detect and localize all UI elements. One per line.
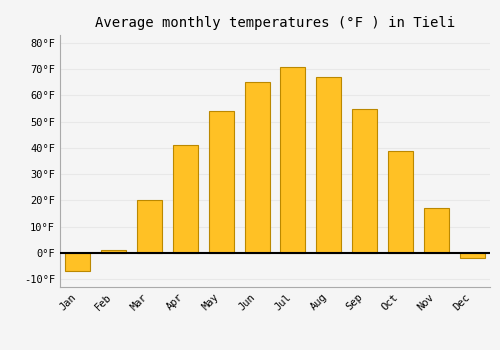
Bar: [208, 111, 234, 253]
Bar: [460, 253, 484, 258]
Bar: [66, 253, 90, 271]
Bar: [244, 82, 270, 253]
Bar: [388, 150, 413, 253]
Bar: [352, 108, 377, 253]
Bar: [280, 66, 305, 253]
Title: Average monthly temperatures (°F ) in Tieli: Average monthly temperatures (°F ) in Ti…: [95, 16, 455, 30]
Bar: [173, 145, 198, 253]
Bar: [424, 208, 449, 253]
Bar: [137, 200, 162, 253]
Bar: [316, 77, 342, 253]
Bar: [101, 250, 126, 253]
